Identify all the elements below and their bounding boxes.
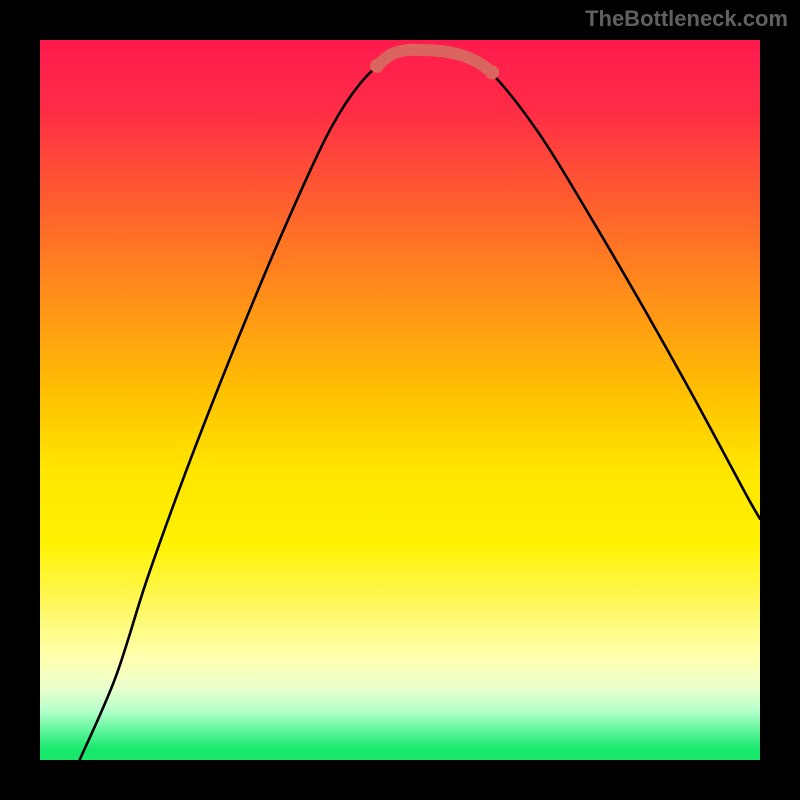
highlight-end-dot <box>485 65 499 79</box>
bottleneck-chart <box>0 0 800 800</box>
gradient-background <box>40 40 760 760</box>
chart-frame: TheBottleneck.com <box>0 0 800 800</box>
highlight-start-dot <box>370 59 384 73</box>
watermark-text: TheBottleneck.com <box>585 6 788 32</box>
